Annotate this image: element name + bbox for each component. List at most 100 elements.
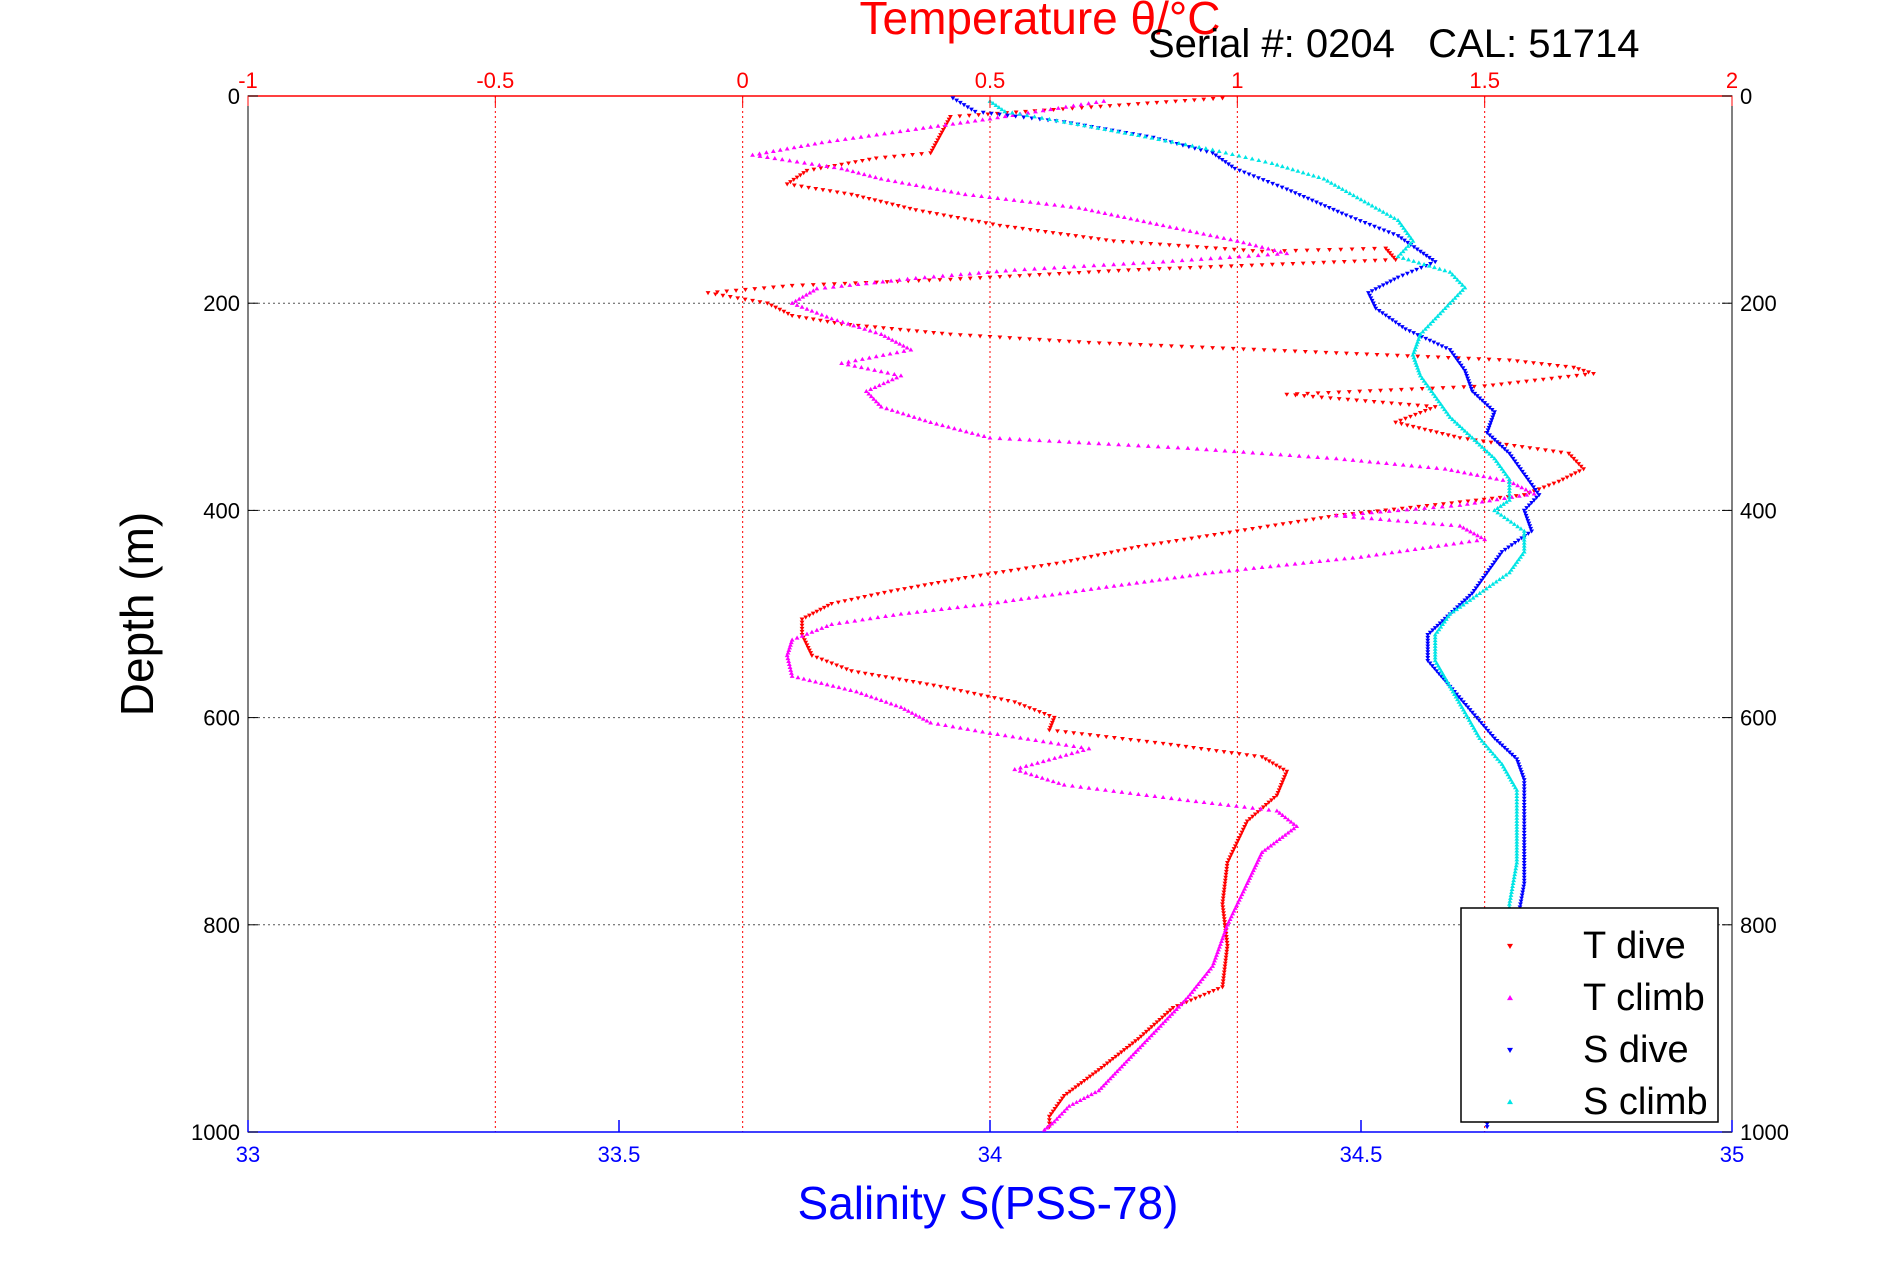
data-point: [1514, 833, 1520, 838]
data-point: [855, 596, 861, 601]
data-point: [1222, 920, 1228, 925]
data-point: [1514, 815, 1520, 820]
data-point: [1050, 718, 1056, 723]
data-point: [1482, 537, 1488, 542]
data-point: [1521, 827, 1527, 832]
y-tick-label: 600: [203, 706, 240, 731]
data-point: [1277, 785, 1283, 790]
data-point: [1514, 559, 1520, 564]
data-point: [1398, 236, 1404, 241]
data-point: [955, 190, 961, 195]
legend-label: T dive: [1583, 925, 1686, 967]
data-point: [1191, 987, 1197, 992]
data-point: [1483, 743, 1489, 748]
data-point: [1251, 565, 1257, 570]
data-point: [957, 120, 963, 125]
data-point: [769, 303, 774, 308]
data-point: [1521, 846, 1527, 851]
data-point: [1456, 361, 1462, 366]
data-point: [1432, 316, 1438, 321]
data-point: [1506, 545, 1511, 550]
data-point: [1068, 204, 1074, 209]
data-point: [1228, 852, 1234, 857]
data-point: [909, 710, 915, 715]
data-point: [831, 164, 837, 170]
data-point: [780, 284, 786, 289]
data-point: [1437, 665, 1443, 671]
data-point: [1220, 985, 1225, 990]
data-point: [1250, 527, 1255, 532]
data-point: [976, 113, 981, 118]
data-point: [1489, 734, 1495, 739]
data-point: [1431, 505, 1436, 510]
data-point: [1236, 254, 1242, 259]
data-point: [1187, 265, 1193, 271]
data-point: [931, 146, 936, 151]
data-point: [1080, 235, 1086, 240]
data-point: [1399, 223, 1405, 228]
data-point: [1486, 357, 1492, 362]
data-point: [1108, 212, 1114, 217]
data-point: [1088, 236, 1094, 241]
data-point: [1514, 839, 1520, 844]
data-point: [1250, 450, 1256, 455]
data-point: [1064, 1091, 1070, 1096]
data-point: [1318, 516, 1324, 521]
data-point: [1360, 510, 1366, 516]
data-point: [1354, 352, 1360, 357]
data-point: [1521, 778, 1527, 783]
data-point: [917, 714, 922, 719]
data-point: [1010, 597, 1016, 602]
data-point: [1253, 243, 1259, 248]
data-point: [1423, 381, 1429, 386]
data-point: [1425, 383, 1431, 388]
data-point: [1143, 1029, 1149, 1034]
data-point: [1243, 154, 1248, 160]
x-bottom-tick-label: 34.5: [1340, 1142, 1383, 1167]
data-point: [1256, 157, 1262, 163]
data-point: [1046, 272, 1052, 277]
data-point: [1296, 453, 1302, 458]
data-point: [1468, 384, 1473, 389]
data-point: [1512, 540, 1518, 546]
data-point: [1521, 878, 1527, 883]
data-point: [1565, 374, 1571, 379]
data-point: [1490, 383, 1496, 388]
data-point: [1204, 534, 1210, 539]
data-point: [1464, 374, 1470, 379]
data-point: [1358, 197, 1364, 202]
data-point: [1440, 677, 1446, 682]
y-axis-label: Depth (m): [111, 512, 163, 716]
data-point: [957, 114, 963, 119]
data-point: [1429, 388, 1434, 393]
data-point: [1116, 1066, 1122, 1071]
data-point: [1049, 720, 1055, 725]
data-point: [1069, 106, 1075, 111]
data-point: [1572, 471, 1578, 476]
data-point: [1485, 728, 1491, 733]
data-point: [824, 659, 830, 664]
data-point: [855, 281, 861, 287]
data-point: [1546, 483, 1552, 488]
data-point: [1285, 830, 1291, 835]
x-bottom-tick-label: 35: [1720, 1142, 1744, 1167]
data-point: [1445, 614, 1451, 619]
data-point: [1516, 762, 1522, 767]
data-point: [1046, 728, 1052, 733]
data-point: [1080, 747, 1086, 752]
data-point: [1142, 134, 1148, 139]
data-point: [1158, 1023, 1163, 1028]
data-point: [743, 287, 748, 293]
data-point: [1369, 298, 1375, 304]
data-point: [891, 154, 897, 159]
data-point: [1189, 989, 1195, 994]
data-point: [813, 186, 819, 192]
data-point: [799, 629, 805, 635]
data-point: [873, 330, 879, 335]
data-point: [1011, 197, 1017, 202]
data-point: [897, 677, 902, 682]
data-point: [1054, 1116, 1060, 1121]
data-point: [1089, 208, 1095, 213]
data-point: [1134, 217, 1140, 222]
data-point: [1039, 115, 1045, 120]
